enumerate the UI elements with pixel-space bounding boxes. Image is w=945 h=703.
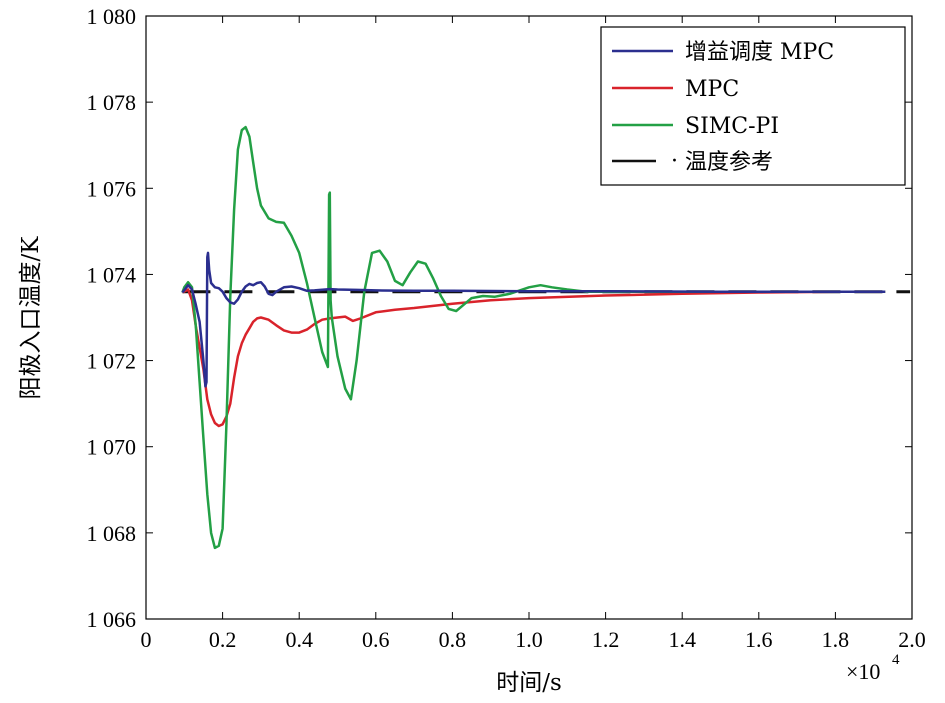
x-tick-label: 1.0 bbox=[515, 627, 543, 652]
y-axis-label: 阳极入口温度/K bbox=[18, 236, 44, 400]
x-tick-label: 2.0 bbox=[898, 627, 926, 652]
y-tick-label: 1 070 bbox=[87, 435, 137, 460]
y-tick-label: 1 076 bbox=[87, 176, 137, 201]
legend-label-2: SIMC-PI bbox=[685, 114, 779, 139]
svg-text:×10: ×10 bbox=[846, 659, 880, 684]
x-tick-label: 1.8 bbox=[822, 627, 850, 652]
legend-label-1: MPC bbox=[685, 77, 739, 102]
series-line-1 bbox=[181, 288, 886, 428]
y-tick-labels: 1 066 1 068 1 070 1 072 1 074 1 076 1 078 1 080 bbox=[87, 4, 137, 632]
x-tick-label: 1.6 bbox=[745, 627, 773, 652]
series-layer bbox=[181, 125, 911, 550]
x-axis-label: 时间/s bbox=[496, 670, 562, 696]
y-tick-label: 1 068 bbox=[87, 521, 137, 546]
series-line-2 bbox=[181, 125, 886, 550]
x-tick-label: 1.2 bbox=[592, 627, 620, 652]
legend-label-0: 增益调度 MPC bbox=[685, 40, 834, 65]
y-tick-label: 1 072 bbox=[87, 349, 137, 374]
x-tick-label: 0.2 bbox=[209, 627, 237, 652]
legend: 增益调度 MPC MPC SIMC-PI · 温度参考 bbox=[600, 26, 906, 186]
y-tick-label: 1 066 bbox=[87, 607, 137, 632]
x-tick-labels: 0 0.2 0.4 0.6 0.8 1.0 1.2 1.4 1.6 1.8 2.0 bbox=[141, 627, 926, 652]
x-tick-label: 0.4 bbox=[285, 627, 313, 652]
legend-label-3: 温度参考 bbox=[685, 150, 773, 175]
x-multiplier: ×10 4 bbox=[846, 652, 900, 684]
ticks-layer bbox=[145, 15, 913, 620]
series-line-0 bbox=[181, 251, 886, 388]
svg-text:4: 4 bbox=[892, 652, 900, 668]
x-tick-label: 1.4 bbox=[668, 627, 696, 652]
y-tick-label: 1 078 bbox=[87, 90, 137, 115]
x-tick-label: 0 bbox=[141, 627, 152, 652]
legend-ref-marker: · bbox=[671, 149, 678, 174]
y-tick-label: 1 074 bbox=[87, 262, 137, 287]
x-tick-label: 0.8 bbox=[439, 627, 467, 652]
legend-box bbox=[600, 26, 906, 186]
x-tick-label: 0.6 bbox=[362, 627, 390, 652]
y-tick-label: 1 080 bbox=[87, 4, 137, 29]
